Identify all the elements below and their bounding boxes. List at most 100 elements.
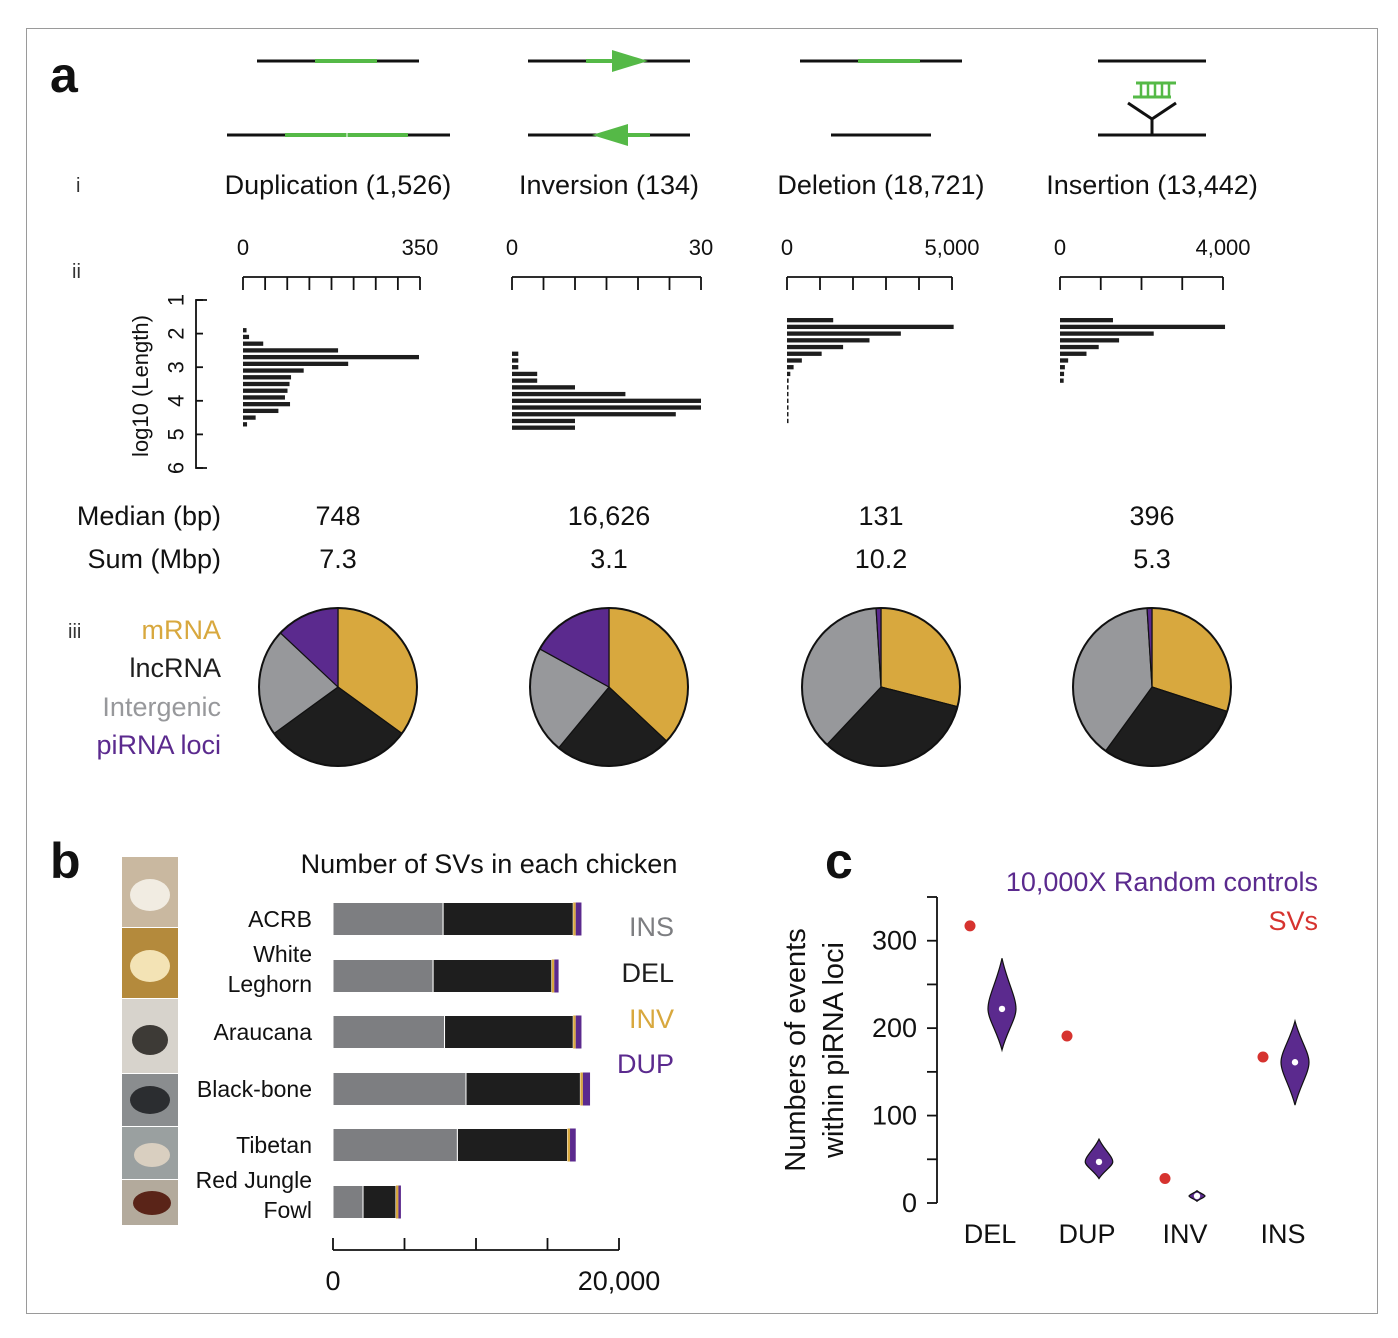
median-insertion: 396 [1129,501,1174,531]
hist-bar [787,398,789,403]
hist-bar [1060,378,1064,383]
hist-bar [512,398,701,403]
panel-b: b Number of SVs in each chicken ACRB Whit… [50,833,677,1296]
legend-pirna: piRNA loci [96,730,221,760]
title-inversion: Inversion (134) [519,170,699,200]
hist-bar [243,381,290,387]
hist-bar [243,402,291,407]
bar-segment-del [444,1015,574,1049]
bar-segment-inv [573,1015,576,1049]
bar-segment-dup [398,1185,401,1219]
row-label-ii: ii [72,261,81,283]
violin-median-dup [1095,1158,1103,1166]
hist-x-tick-label: 0 [781,235,793,260]
c-x-label-dup: DUP [1058,1219,1115,1249]
hist-y-tick-label: 4 [164,395,189,407]
bar-row [332,902,582,936]
hist-bar [243,328,247,333]
hist-bar [512,358,519,363]
c-y-tick-label: 100 [872,1101,917,1131]
median-label: Median (bp) [77,501,221,531]
bar-row [332,1185,401,1219]
chicken-label: Fowl [263,1197,312,1223]
b-x-tick-20000: 20,000 [578,1266,661,1296]
violin-median-ins [1291,1059,1299,1066]
insertion-schematic [1098,59,1206,137]
sv-point-ins [1257,1051,1269,1063]
bar-segment-ins [332,1072,467,1106]
sum-deletion: 10.2 [855,544,908,574]
chicken-photos [122,857,178,1225]
inversion-schematic [528,50,690,146]
hist-bar [243,415,256,420]
sum-insertion: 5.3 [1133,544,1171,574]
histogram-duplication: 0 350 [237,235,439,427]
bar-segment-ins [332,1185,364,1219]
c-x-label-ins: INS [1260,1219,1305,1249]
hist-bar [512,351,519,356]
c-y-tick-label: 300 [872,926,917,956]
pie-duplication [258,607,418,767]
legend-random-controls: 10,000X Random controls [1006,867,1318,897]
legend-inv: INV [629,1004,674,1034]
hist-bar [512,418,575,424]
hist-bar [512,425,575,430]
chicken-label: ACRB [248,906,312,932]
median-deletion: 131 [858,501,903,531]
pie-outline [529,607,689,767]
hist-bar [243,368,304,373]
hist-bar [243,334,250,340]
hist-bar [512,378,538,383]
pie-deletion [801,607,961,767]
histogram-deletion: 0 5,000 [781,235,980,424]
legend-lncrna: lncRNA [129,653,221,683]
hist-x-tick-label: 5,000 [924,235,979,260]
b-x-tick-0: 0 [325,1266,340,1296]
bar-segment-ins [332,1015,446,1049]
legend-dup: DUP [617,1049,674,1079]
sum-label: Sum (Mbp) [87,544,221,574]
hist-x-tick-label: 0 [237,235,249,260]
pie-inversion [529,607,689,767]
hist-bar [243,354,419,360]
hist-bar [512,365,519,370]
hist-bar [1060,371,1065,377]
pie-outline [258,607,418,767]
pie-insertion [1072,607,1232,767]
histogram-y-label: log10 (Length) [128,315,153,457]
bar-segment-dup [582,1072,591,1106]
hist-bar [787,418,789,424]
panel-a: a i ii iii [50,47,1258,767]
hist-bar [787,344,844,350]
hist-bar [512,385,575,390]
bar-segment-del [465,1072,581,1106]
panel-c-y-label: Numbers of events within piRNA loci [780,928,850,1171]
pie-outline [1072,607,1232,767]
histogram-inversion: 0 30 [506,235,713,430]
hist-bar [243,348,339,353]
hist-bar [1060,324,1226,330]
hist-x-tick-label: 350 [402,235,439,260]
deletion-schematic [800,59,962,137]
panel-c-letter: c [825,833,853,889]
bar-row [332,1128,576,1162]
hist-bar [1060,338,1120,343]
hist-bar [787,385,789,390]
chicken-label: Araucana [214,1019,313,1045]
hist-bar [1060,331,1154,336]
hist-bar [787,412,789,417]
bar-segment-inv [395,1185,399,1219]
hist-bar [787,318,834,323]
sum-inversion: 3.1 [590,544,628,574]
legend-svs: SVs [1268,906,1318,936]
bar-segment-inv [580,1072,583,1106]
bar-segment-ins [332,1128,458,1162]
bar-segment-dup [570,1128,576,1162]
pie-outline [801,607,961,767]
bar-segment-inv [567,1128,571,1162]
hist-bar [787,331,901,336]
bar-segment-del [442,902,574,936]
legend-mrna: mRNA [142,615,222,645]
hist-bar [243,395,285,400]
median-inversion: 16,626 [568,501,651,531]
